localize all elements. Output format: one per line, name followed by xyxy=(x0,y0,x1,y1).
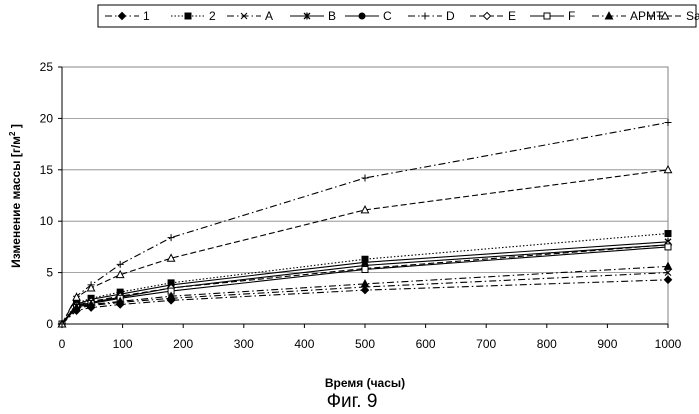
y-tick-label: 0 xyxy=(46,317,53,331)
x-tick-labels: 0 100 200 300 400 500 600 700 800 900 1000 xyxy=(59,324,682,351)
x-tick-label: 600 xyxy=(416,337,436,351)
data-point-2 xyxy=(665,231,671,237)
y-tick-label: 25 xyxy=(40,60,54,74)
x-axis-title: Время (часы) xyxy=(325,376,405,390)
x-tick-label: 500 xyxy=(355,337,375,351)
legend-label-1: 1 xyxy=(143,9,150,23)
figure-caption: Фиг. 9 xyxy=(327,391,378,412)
legend-label-san-80: San 80 xyxy=(686,9,699,23)
y-tick-label: 20 xyxy=(40,111,54,125)
x-tick-label: 400 xyxy=(294,337,314,351)
y-tick-label: 10 xyxy=(40,214,54,228)
legend-marker-f xyxy=(544,13,550,19)
y-axis-title: Изменение массы [г/м2 ] xyxy=(8,124,23,268)
x-tick-label: 900 xyxy=(597,337,617,351)
x-tick-label: 0 xyxy=(59,337,66,351)
y-tick-label: 15 xyxy=(40,163,54,177)
data-point-f xyxy=(362,267,368,273)
y-tick-label: 5 xyxy=(46,266,53,280)
y-axis-title-main: Изменение массы [г/м xyxy=(9,136,23,268)
legend-label-d: D xyxy=(446,9,455,23)
legend-marker-c xyxy=(359,13,365,19)
data-point-f xyxy=(665,244,671,250)
legend-label-e: E xyxy=(508,9,516,23)
x-tick-label: 300 xyxy=(234,337,254,351)
legend-label-c: C xyxy=(383,9,392,23)
legend-label-a: A xyxy=(265,9,273,23)
legend-marker-2 xyxy=(185,13,191,19)
x-tick-label: 100 xyxy=(113,337,133,351)
y-axis-title-close: ] xyxy=(9,124,23,131)
x-tick-label: 1000 xyxy=(655,337,682,351)
y-tick-labels: 0 5 10 15 20 25 xyxy=(40,60,62,331)
x-tick-label: 700 xyxy=(476,337,496,351)
x-tick-label: 800 xyxy=(537,337,557,351)
x-tick-label: 200 xyxy=(173,337,193,351)
legend-label-2: 2 xyxy=(209,9,216,23)
legend-label-b: B xyxy=(328,9,336,23)
legend-label-f: F xyxy=(568,9,575,23)
